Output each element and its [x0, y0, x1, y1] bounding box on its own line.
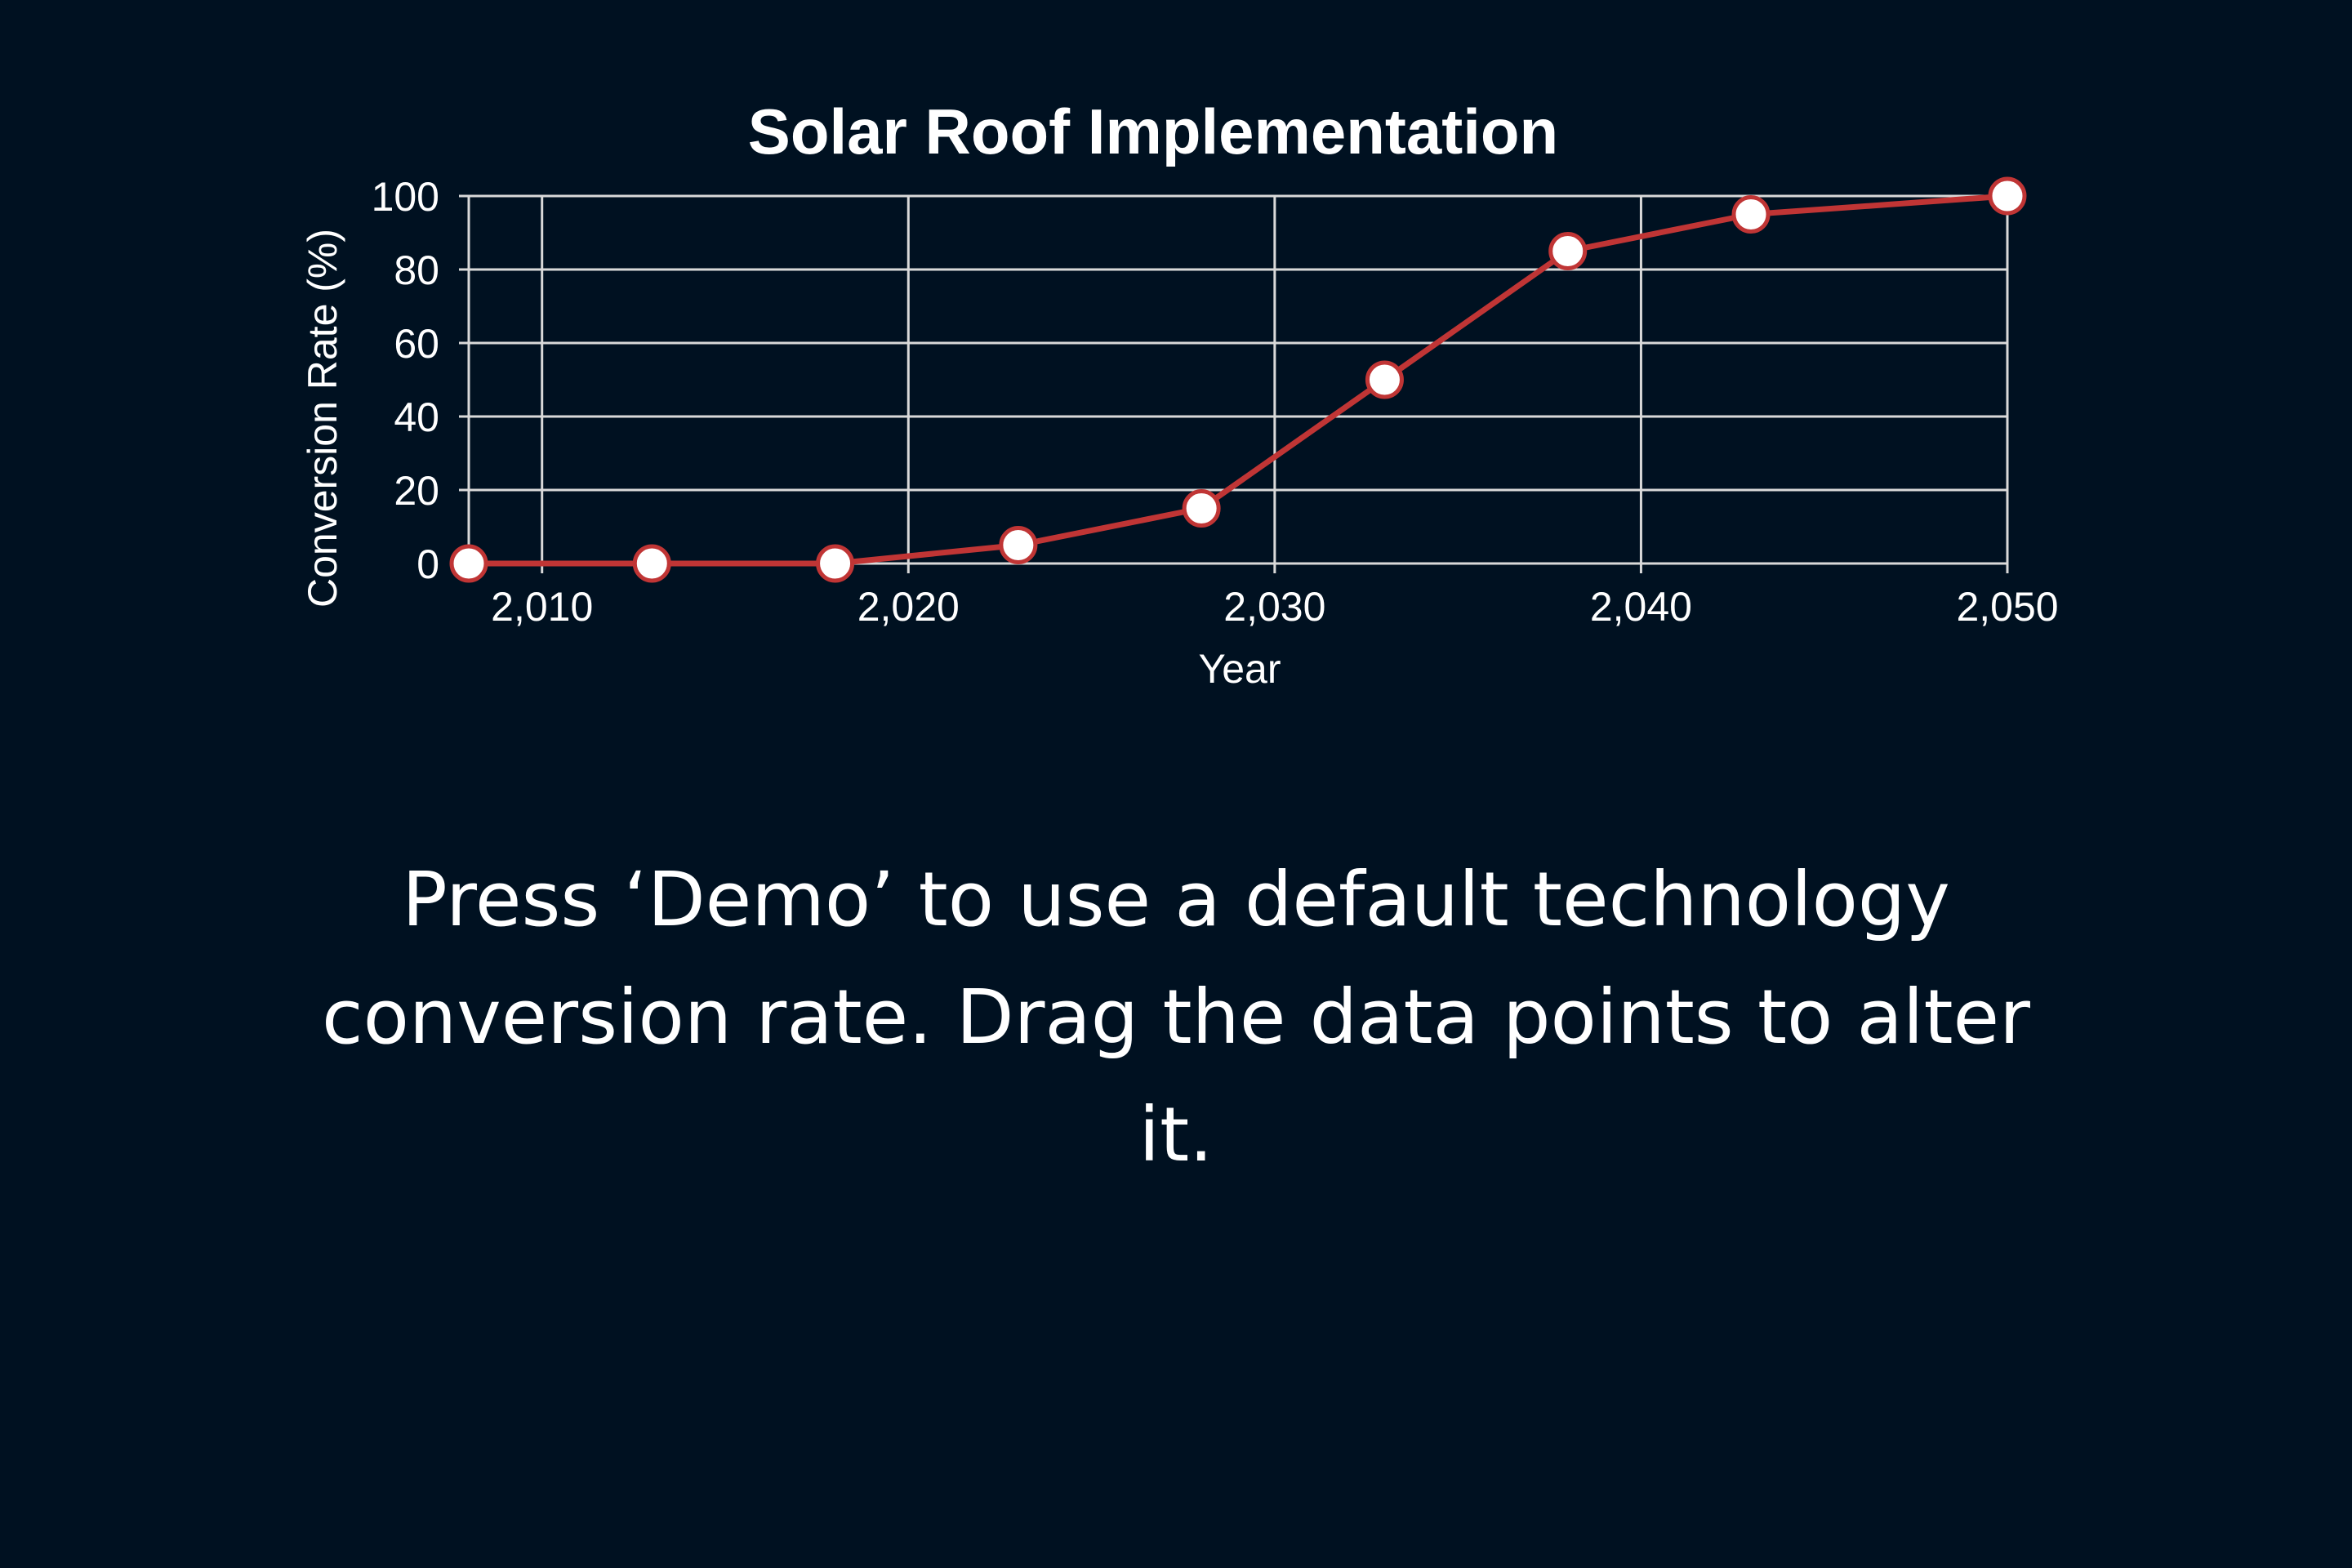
series-line: [469, 193, 2008, 567]
draggable-data-point-2008[interactable]: [449, 544, 488, 583]
instructions-text: Press ‘Demo’ to use a default technology…: [322, 856, 2030, 1178]
draggable-data-point-2033[interactable]: [1365, 360, 1404, 399]
y-tick-label: 60: [394, 321, 439, 367]
y-axis-label: Conversion Rate (%): [300, 229, 345, 608]
draggable-data-point-2023[interactable]: [999, 526, 1038, 564]
draggable-data-point-2028[interactable]: [1182, 489, 1221, 528]
draggable-data-point-2038[interactable]: [1548, 232, 1588, 270]
y-tick-label: 40: [394, 394, 439, 440]
x-tick-label: 2,020: [858, 584, 960, 630]
series-layer: [469, 193, 2008, 567]
x-tick-label: 2,030: [1223, 584, 1325, 630]
chart-title: Solar Roof Implementation: [748, 96, 1558, 167]
y-tick-label: 80: [394, 247, 439, 293]
x-tick-label: 2,010: [491, 584, 593, 630]
y-tick-label: 0: [416, 541, 439, 587]
x-tick-label: 2,040: [1590, 584, 1692, 630]
draggable-data-point-2018[interactable]: [816, 544, 855, 583]
x-tick-label: 2,050: [1956, 584, 2058, 630]
draggable-data-point-2043[interactable]: [1731, 195, 1771, 234]
chart-svg: 0 20 40 60 80 100 2,010 2,020 2,030 2,040 2,050 So…: [300, 96, 2059, 692]
grid-layer: [459, 194, 2009, 573]
draggable-data-point-2050[interactable]: [1988, 176, 2027, 216]
draggable-data-point-2013[interactable]: [632, 544, 671, 583]
tick-layer: 0 20 40 60 80 100 2,010 2,020 2,030 2,040 2,050: [372, 174, 2059, 630]
y-tick-label: 100: [372, 174, 439, 220]
point-layer: [449, 176, 2027, 583]
conversion-rate-chart: 0 20 40 60 80 100 2,010 2,020 2,030 2,040 2,050 So…: [0, 0, 2352, 719]
x-axis-label: Year: [1198, 646, 1281, 692]
y-tick-label: 20: [394, 468, 439, 514]
